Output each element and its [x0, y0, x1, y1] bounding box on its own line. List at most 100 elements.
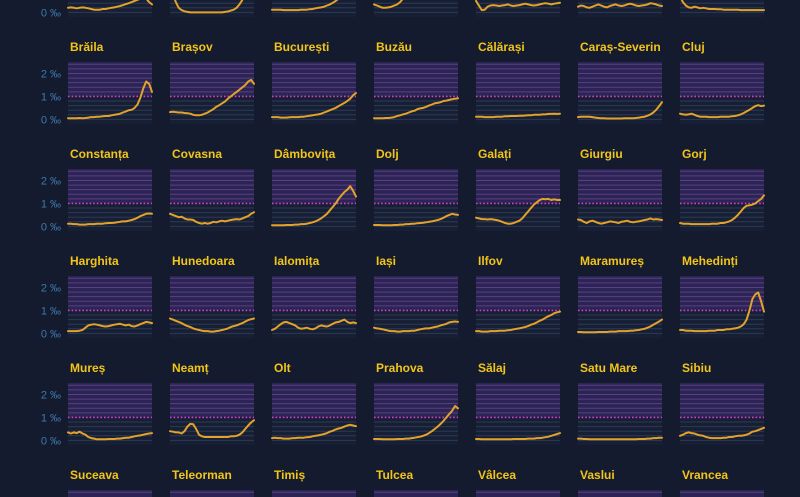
county-name: Neamț [172, 361, 209, 375]
band-above-reference [272, 62, 356, 97]
series-line [373, 212, 459, 227]
county-panel: Vaslui [578, 468, 662, 497]
county-panel: Suceava [68, 468, 152, 497]
series-line [169, 419, 255, 438]
band-above-reference [272, 169, 356, 204]
county-panel: Covasna [169, 147, 255, 231]
county-panel: Mureș 2 ‰ 1 ‰ 0 ‰ [41, 361, 153, 447]
series-line [173, 0, 244, 14]
series-line [271, 185, 357, 227]
y-tick-label: 1 ‰ [41, 91, 61, 103]
county-panel: 0 ‰ [41, 0, 153, 19]
county-name: Giurgiu [580, 147, 623, 161]
series-line [577, 217, 663, 225]
series-line [271, 423, 357, 440]
county-name: Buzău [376, 40, 412, 54]
county-panel: Buzău [373, 40, 459, 124]
series-line [475, 112, 561, 119]
county-panel: Satu Mare [577, 361, 663, 445]
band-above-reference [272, 276, 356, 311]
county-panel: Vâlcea [476, 468, 560, 497]
series-line [169, 78, 255, 117]
county-panel: Timiș [272, 468, 356, 497]
county-panel: Olt [271, 361, 357, 445]
series-line [577, 318, 663, 334]
county-name: Ilfov [478, 254, 503, 268]
series-line [679, 426, 765, 440]
band-above-reference [476, 169, 560, 204]
band-above-reference [476, 383, 560, 418]
county-panel: Sălaj [475, 361, 561, 445]
county-panel [680, 0, 765, 18]
band-above-reference [374, 490, 458, 497]
band-above-reference [68, 276, 152, 311]
series-line [169, 317, 255, 333]
series-line [475, 310, 561, 333]
county-name: Vrancea [682, 468, 728, 482]
county-panel: Prahova [373, 361, 459, 445]
county-panel: Harghita 2 ‰ 1 ‰ 0 ‰ [41, 254, 153, 340]
county-panel: Iași [373, 254, 459, 338]
county-panel: Cluj [679, 40, 765, 124]
county-name: Vaslui [580, 468, 615, 482]
y-tick-label: 0 ‰ [41, 221, 61, 233]
band-above-reference [578, 169, 662, 204]
series-line [67, 430, 153, 441]
series-line [373, 320, 459, 333]
band-above-reference [170, 276, 254, 311]
series-line [475, 432, 561, 441]
y-tick-label: 0 ‰ [41, 328, 61, 340]
series-line [271, 0, 339, 12]
y-tick-label: 2 ‰ [41, 390, 61, 402]
county-name: Olt [274, 361, 291, 375]
county-name: Covasna [172, 147, 222, 161]
band-above-reference [68, 62, 152, 97]
county-name: Mureș [70, 361, 106, 375]
band-above-reference [272, 383, 356, 418]
band-above-reference [476, 490, 560, 497]
y-tick-label: 0 ‰ [41, 114, 61, 126]
band-above-reference [680, 169, 764, 204]
band-above-reference [578, 383, 662, 418]
series-line [679, 194, 765, 226]
y-tick-label: 0 ‰ [41, 435, 61, 447]
county-panel [170, 0, 254, 18]
band-above-reference [476, 62, 560, 97]
band-above-reference [680, 490, 764, 497]
county-panel: București [271, 40, 357, 124]
y-tick-label: 2 ‰ [41, 176, 61, 188]
county-name: Sibiu [682, 361, 711, 375]
county-name: Galați [478, 147, 511, 161]
band-above-reference [476, 276, 560, 311]
band-above-reference [374, 169, 458, 204]
county-name: Satu Mare [580, 361, 638, 375]
county-name: Maramureș [580, 254, 644, 268]
county-name: Cluj [682, 40, 705, 54]
county-panel: Hunedoara [169, 254, 255, 338]
county-panel: Dolj [373, 147, 459, 231]
band-above-reference [578, 490, 662, 497]
band-above-reference [680, 383, 764, 418]
series-line [475, 0, 561, 12]
county-panel: Neamț [169, 361, 255, 445]
county-name: Iași [376, 254, 396, 268]
county-name: Tulcea [376, 468, 413, 482]
series-line [577, 101, 663, 120]
y-tick-label: 1 ‰ [41, 412, 61, 424]
band-above-reference [68, 383, 152, 418]
county-panel: Dâmbovița [271, 147, 357, 231]
series-line [475, 197, 561, 225]
series-line [373, 97, 459, 120]
series-line [679, 291, 765, 333]
county-name: Dolj [376, 147, 399, 161]
band-above-reference [272, 490, 356, 497]
band-above-reference [578, 62, 662, 97]
band-above-reference [374, 276, 458, 311]
y-tick-label: 2 ‰ [41, 69, 61, 81]
series-line [271, 318, 357, 331]
series-line [373, 0, 404, 9]
county-name: Caraș-Severin [580, 40, 661, 54]
county-name: București [274, 40, 329, 54]
series-line [373, 405, 459, 441]
